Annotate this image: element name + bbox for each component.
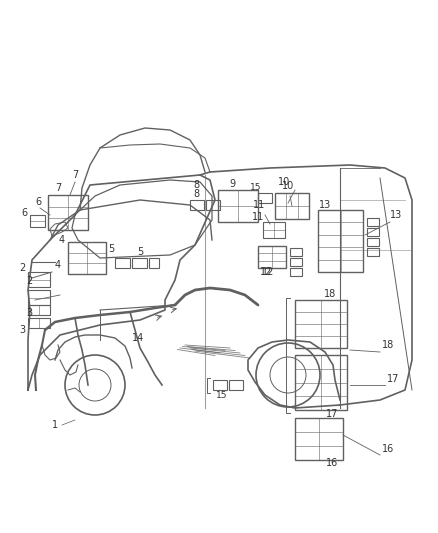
Bar xyxy=(28,318,50,328)
Bar xyxy=(263,222,285,238)
Text: 4: 4 xyxy=(55,260,61,270)
Bar xyxy=(206,200,220,210)
Text: 13: 13 xyxy=(319,200,331,210)
Bar xyxy=(218,190,258,222)
Bar xyxy=(318,210,363,272)
Bar xyxy=(290,258,302,266)
Text: 3: 3 xyxy=(26,308,32,318)
Bar xyxy=(132,258,147,268)
Text: 5: 5 xyxy=(108,244,114,254)
Bar xyxy=(28,305,50,315)
Bar xyxy=(258,193,272,203)
Bar xyxy=(367,238,379,246)
Text: 17: 17 xyxy=(387,374,399,384)
Text: 3: 3 xyxy=(19,325,25,335)
Bar xyxy=(190,200,204,210)
Text: 15: 15 xyxy=(250,183,262,192)
Bar xyxy=(290,268,302,276)
Text: 2: 2 xyxy=(26,276,32,286)
Text: 10: 10 xyxy=(282,181,294,191)
Text: 5: 5 xyxy=(137,247,143,257)
Text: 7: 7 xyxy=(72,170,78,180)
Text: 12: 12 xyxy=(262,267,274,277)
Text: 11: 11 xyxy=(253,200,265,210)
Text: 8: 8 xyxy=(193,189,199,199)
Text: 7: 7 xyxy=(55,183,61,193)
Bar xyxy=(367,218,379,226)
Text: 11: 11 xyxy=(252,212,264,222)
Bar xyxy=(295,355,347,410)
Text: 17: 17 xyxy=(326,409,338,419)
Bar xyxy=(48,195,88,230)
Text: 8: 8 xyxy=(193,180,199,190)
Bar xyxy=(213,380,227,390)
Bar xyxy=(149,258,159,268)
Bar xyxy=(275,193,309,219)
Bar xyxy=(290,248,302,256)
Text: 16: 16 xyxy=(382,444,394,454)
Text: 9: 9 xyxy=(229,179,235,189)
Bar xyxy=(28,272,50,287)
Text: 13: 13 xyxy=(390,210,402,220)
Text: 4: 4 xyxy=(59,235,65,245)
Bar xyxy=(229,380,243,390)
Text: 12: 12 xyxy=(260,267,272,277)
Bar xyxy=(367,248,379,256)
Text: 14: 14 xyxy=(132,333,144,343)
Text: 18: 18 xyxy=(324,289,336,299)
Text: 15: 15 xyxy=(216,391,228,400)
Text: 6: 6 xyxy=(21,208,27,218)
Bar xyxy=(30,215,45,227)
Text: 18: 18 xyxy=(382,340,394,350)
Bar xyxy=(28,290,50,305)
Bar xyxy=(115,258,130,268)
Bar xyxy=(258,246,286,268)
Bar xyxy=(295,418,343,460)
Bar xyxy=(367,228,379,236)
Bar xyxy=(68,242,106,274)
Text: 2: 2 xyxy=(19,263,25,273)
Text: 10: 10 xyxy=(278,177,290,187)
Bar xyxy=(295,300,347,348)
Text: 16: 16 xyxy=(326,458,338,468)
Text: 6: 6 xyxy=(35,197,41,207)
Text: 1: 1 xyxy=(52,420,58,430)
